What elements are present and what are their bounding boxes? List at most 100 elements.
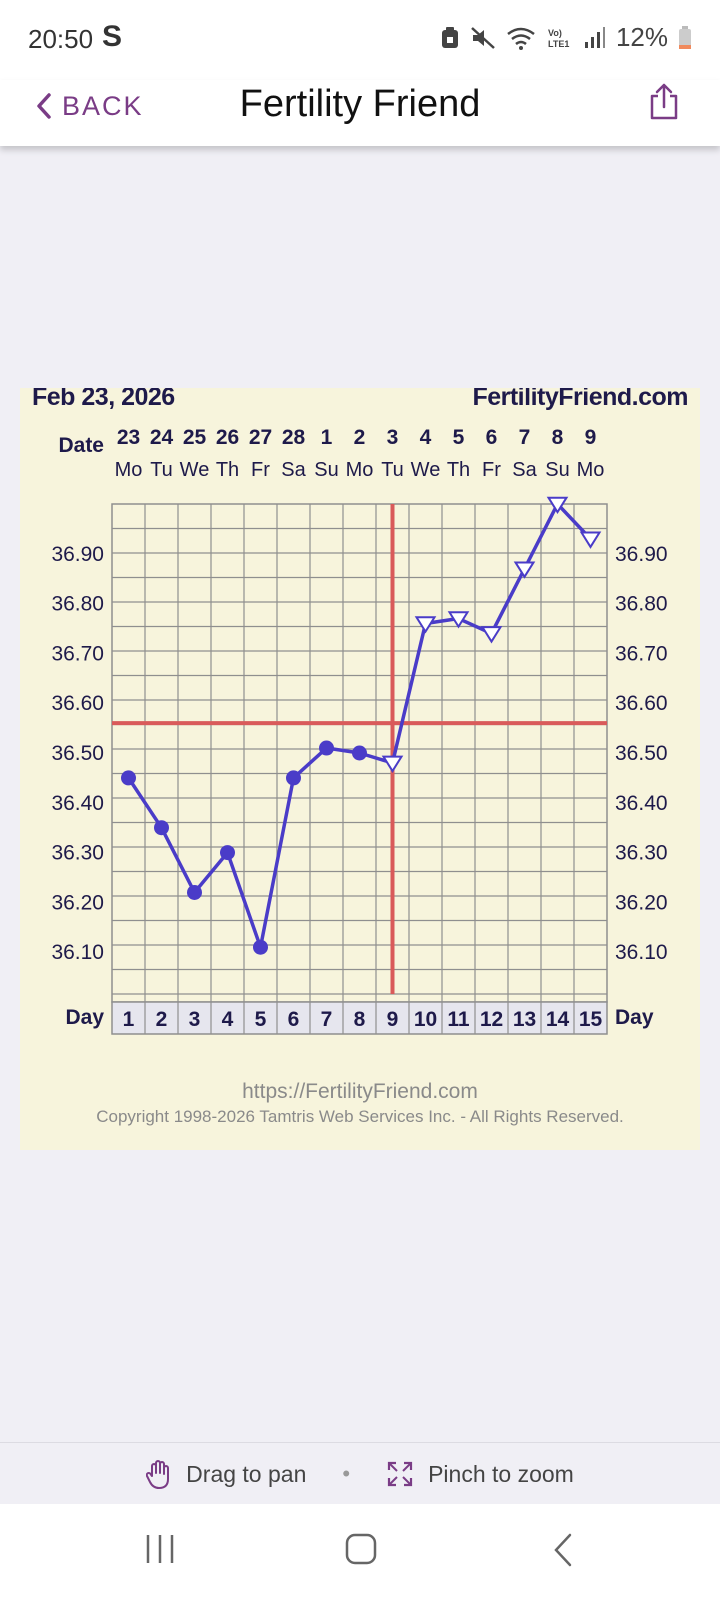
date-label: 28	[282, 426, 306, 449]
temperature-point	[286, 770, 301, 786]
y-tick-right: 36.20	[615, 891, 668, 914]
temperature-point-triangle	[414, 616, 437, 634]
date-row-label: Date	[58, 434, 104, 457]
drag-label: Drag to pan	[186, 1460, 307, 1487]
day-number: 5	[255, 1008, 267, 1031]
back-label: BACK	[62, 90, 144, 121]
weekday-label: We	[180, 459, 210, 481]
date-label: 2	[354, 426, 366, 449]
svg-text:LTE1: LTE1	[548, 39, 569, 49]
date-label: 24	[150, 426, 174, 449]
temperature-point-triangle	[381, 755, 404, 773]
date-label: 26	[216, 426, 239, 449]
weekday-label: Th	[216, 459, 239, 481]
temperature-point-triangle	[579, 531, 602, 549]
chart-site-name: FertilityFriend.com	[472, 388, 688, 411]
y-tick-left: 36.10	[51, 941, 104, 964]
mute-icon	[470, 26, 496, 50]
carrier-glyph: S	[102, 20, 123, 53]
separator-dot: •	[342, 1461, 351, 1486]
pinch-hint: Pinch to zoom	[386, 1460, 574, 1488]
weekday-label: Th	[447, 459, 470, 481]
y-tick-left: 36.60	[51, 692, 104, 715]
expand-icon	[387, 1461, 413, 1487]
signal-icon	[584, 26, 606, 50]
y-tick-left: 36.50	[51, 742, 104, 765]
weekday-label: Mo	[577, 459, 605, 481]
temperature-point	[220, 845, 235, 861]
hand-icon	[146, 1460, 170, 1489]
day-number: 10	[414, 1008, 437, 1031]
chart-footer-copyright: Copyright 1998-2026 Tamtris Web Services…	[96, 1107, 624, 1126]
temperature-point	[121, 770, 136, 786]
day-number: 3	[189, 1008, 201, 1031]
recents-icon	[146, 1535, 174, 1563]
svg-text:Vo): Vo)	[548, 28, 562, 38]
y-tick-left: 36.70	[51, 642, 104, 665]
volte-icon: Vo) LTE1	[546, 26, 574, 50]
chart-start-date: Feb 23, 2026	[32, 388, 175, 411]
chart-footer-url: https://FertilityFriend.com	[242, 1080, 478, 1103]
temperature-point-triangle	[447, 611, 470, 629]
back-icon	[554, 1533, 572, 1567]
y-tick-right: 36.70	[615, 642, 668, 665]
date-label: 1	[321, 426, 333, 449]
recents-button[interactable]	[144, 1532, 176, 1571]
y-tick-left: 36.40	[51, 792, 104, 815]
status-icons: Vo) LTE1 12%	[440, 22, 692, 53]
y-tick-right: 36.50	[615, 742, 668, 765]
temperature-point	[352, 745, 367, 761]
weekday-label: Su	[545, 459, 569, 481]
date-label: 3	[387, 426, 399, 449]
home-icon	[345, 1533, 377, 1565]
weekday-label: Mo	[346, 459, 374, 481]
chart-guides	[112, 504, 607, 994]
date-label: 4	[420, 426, 432, 449]
day-row-label-right: Day	[615, 1006, 654, 1029]
back-button[interactable]: BACK	[36, 84, 144, 128]
day-number: 11	[447, 1008, 470, 1031]
share-button[interactable]	[648, 82, 680, 127]
day-number: 14	[546, 1008, 570, 1031]
y-tick-right: 36.60	[615, 692, 668, 715]
y-tick-right: 36.90	[615, 543, 668, 566]
lock-battery-icon	[440, 26, 460, 50]
weekday-label: Mo	[115, 459, 143, 481]
date-label: 7	[519, 426, 531, 449]
temperature-point	[253, 939, 268, 955]
y-tick-right: 36.80	[615, 593, 668, 616]
date-label: 25	[183, 426, 207, 449]
page-title: Fertility Friend	[239, 83, 481, 125]
weekday-label: Sa	[512, 459, 537, 481]
day-number: 1	[123, 1008, 135, 1031]
wifi-icon	[506, 26, 536, 50]
chevron-left-icon	[37, 93, 51, 119]
bbt-chart[interactable]: 1 2 3 4 5 6 7 8 9 10 11 12 13 14 15 Day Day Feb 23, 2026 F…	[20, 388, 700, 1150]
y-tick-right: 36.30	[615, 842, 668, 865]
chart-series	[121, 496, 602, 955]
nav-back-button[interactable]	[552, 1532, 574, 1573]
system-nav-bar	[0, 1504, 720, 1600]
home-button[interactable]	[344, 1532, 378, 1571]
day-number: 15	[579, 1008, 603, 1031]
y-tick-right: 36.40	[615, 792, 668, 815]
day-number: 7	[321, 1008, 333, 1031]
status-bar: 20:50 S Vo) LTE1 12%	[0, 0, 720, 80]
day-number: 8	[354, 1008, 366, 1031]
weekday-label: Sa	[281, 459, 306, 481]
temperature-point-triangle	[513, 561, 536, 579]
weekday-label: Su	[314, 459, 338, 481]
weekday-label: Fr	[251, 459, 270, 481]
gesture-hint-bar: Drag to pan • Pinch to zoom	[0, 1442, 720, 1505]
weekday-label: We	[411, 459, 441, 481]
date-label: 6	[486, 426, 498, 449]
temperature-point	[319, 740, 334, 756]
day-number: 4	[222, 1008, 234, 1031]
status-time: 20:50	[28, 24, 94, 54]
day-number: 13	[513, 1008, 536, 1031]
y-tick-left: 36.30	[51, 842, 104, 865]
pinch-label: Pinch to zoom	[428, 1460, 574, 1487]
share-icon	[650, 83, 678, 120]
